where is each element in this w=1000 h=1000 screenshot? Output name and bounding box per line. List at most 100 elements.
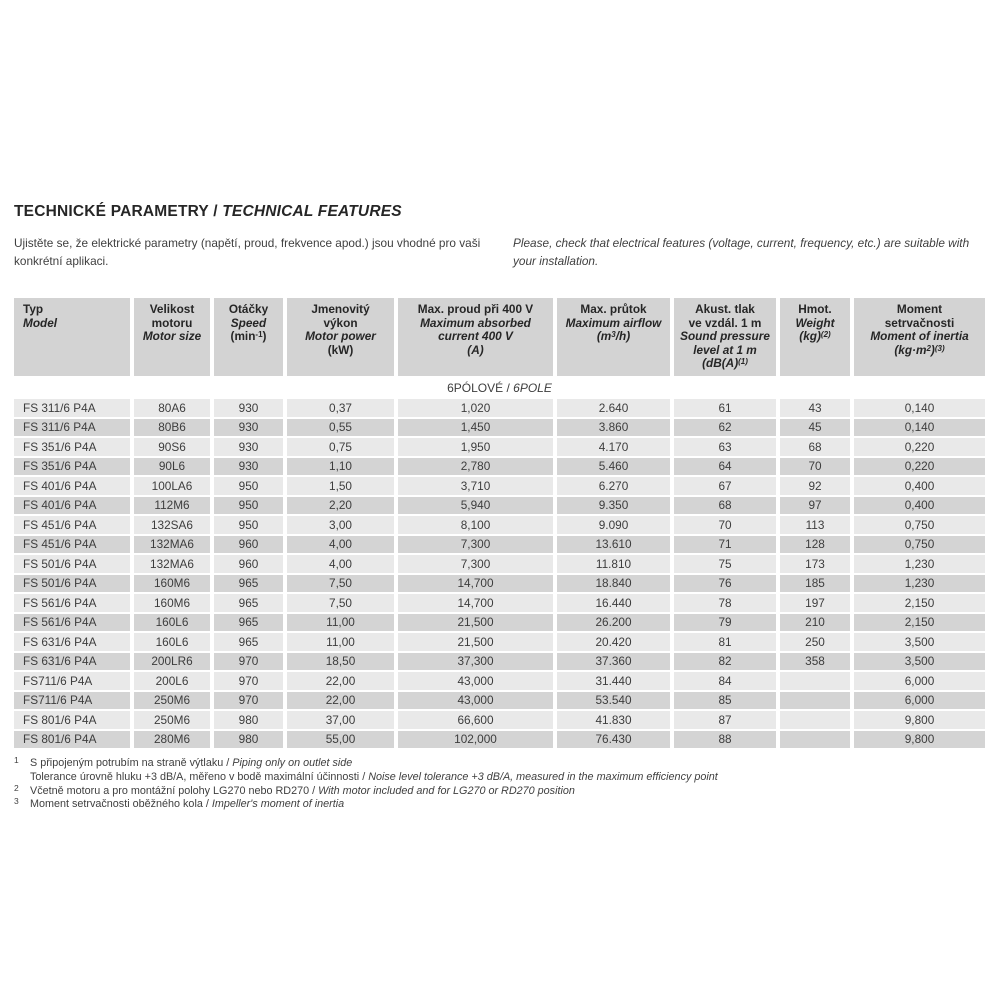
cell-motor-size: 132MA6	[134, 535, 214, 555]
cell-speed: 965	[214, 613, 287, 633]
cell-max-airflow: 26.200	[557, 613, 674, 633]
cell-sound-pressure: 67	[674, 477, 780, 497]
section-label: 6PÓLOVÉ / 6POLE	[14, 378, 985, 399]
cell-model: FS 311/6 P4A	[14, 399, 134, 419]
table-row: FS 631/6 P4A 200LR6 970 18,50 37,300 37.360 82…	[14, 652, 985, 672]
column-header-line: (kW)	[327, 342, 354, 357]
cell-inertia: 3,500	[854, 633, 985, 653]
table-head: Typ Model Velikost motoru Motor size Otáčky Sp…	[14, 298, 985, 378]
cell-motor-power: 55,00	[287, 730, 398, 750]
cell-max-airflow: 11.810	[557, 555, 674, 575]
column-header-line: výkon	[323, 315, 358, 330]
column-header-line: Otáčky	[228, 302, 269, 316]
cell-max-airflow: 16.440	[557, 594, 674, 614]
cell-inertia: 0,750	[854, 516, 985, 536]
cell-motor-power: 0,37	[287, 399, 398, 419]
cell-max-current: 43,000	[398, 691, 557, 711]
page-title-czech: TECHNICKÉ PARAMETRY	[14, 203, 209, 220]
table-row: FS 351/6 P4A 90L6 930 1,10 2,780 5.460 64 70 0,2…	[14, 457, 985, 477]
column-header-line: Maximum absorbed	[420, 315, 531, 330]
column-header-line: Typ	[23, 302, 44, 316]
cell-max-current: 5,940	[398, 496, 557, 516]
cell-speed: 950	[214, 496, 287, 516]
table-row: FS 631/6 P4A 160L6 965 11,00 21,500 20.420 81 2…	[14, 633, 985, 653]
cell-speed: 930	[214, 418, 287, 438]
cell-max-current: 1,950	[398, 438, 557, 458]
cell-model: FS 401/6 P4A	[14, 477, 134, 497]
table-row: FS 451/6 P4A 132SA6 950 3,00 8,100 9.090 70 113…	[14, 516, 985, 536]
cell-speed: 980	[214, 711, 287, 731]
cell-motor-power: 11,00	[287, 613, 398, 633]
footnote-text-czech: S připojeným potrubím na straně výtlaku …	[30, 757, 233, 769]
column-header-line: Hmot.	[798, 302, 832, 316]
cell-model: FS 631/6 P4A	[14, 652, 134, 672]
column-header-max-airflow: Max. průtok Maximum airflow (m3/h)	[557, 298, 674, 378]
column-header-line: (min-1)	[230, 329, 267, 344]
cell-max-airflow: 53.540	[557, 691, 674, 711]
cell-motor-size: 250M6	[134, 711, 214, 731]
cell-motor-size: 132MA6	[134, 555, 214, 575]
footnote-text: Moment setrvačnosti oběžného kola / Impe…	[30, 798, 344, 812]
footnote-text-english: Piping only on outlet side	[232, 757, 353, 769]
column-header-line: (kg)(2)	[799, 329, 831, 344]
footnote-text-czech: Moment setrvačnosti oběžného kola /	[30, 798, 212, 811]
cell-motor-power: 7,50	[287, 574, 398, 594]
cell-model: FS 631/6 P4A	[14, 633, 134, 653]
cell-speed: 970	[214, 672, 287, 692]
footnote: 1 S připojeným potrubím na straně výtlaku…	[14, 756, 985, 771]
cell-motor-power: 22,00	[287, 691, 398, 711]
cell-max-airflow: 4.170	[557, 438, 674, 458]
column-header-model: Typ Model	[14, 298, 134, 378]
cell-max-current: 8,100	[398, 516, 557, 536]
footnote-text-english: Noise level tolerance +3 dB/A, measured …	[368, 770, 718, 783]
cell-inertia: 0,400	[854, 496, 985, 516]
footnote-text-english: Impeller's moment of inertia	[211, 798, 345, 811]
cell-motor-power: 2,20	[287, 496, 398, 516]
cell-model: FS 351/6 P4A	[14, 438, 134, 458]
cell-max-current: 2,780	[398, 457, 557, 477]
cell-max-current: 14,700	[398, 594, 557, 614]
column-header-line: motoru	[151, 315, 193, 330]
cell-speed: 970	[214, 691, 287, 711]
cell-motor-power: 4,00	[287, 535, 398, 555]
column-header-motor-size: Velikost motoru Motor size	[134, 298, 214, 378]
table-row: FS 451/6 P4A 132MA6 960 4,00 7,300 13.610 71 12…	[14, 535, 985, 555]
cell-motor-size: 100LA6	[134, 477, 214, 497]
cell-max-airflow: 31.440	[557, 672, 674, 692]
cell-motor-size: 90L6	[134, 457, 214, 477]
column-header-line: Jmenovitý	[311, 302, 370, 316]
cell-inertia: 3,500	[854, 652, 985, 672]
cell-sound-pressure: 88	[674, 730, 780, 750]
top-margin	[14, 0, 985, 203]
column-header-line: (dB(A)(1)	[702, 356, 748, 371]
cell-speed: 930	[214, 457, 287, 477]
column-header-line: Velikost	[149, 302, 195, 316]
footnotes: 1 S připojeným potrubím na straně výtlaku…	[14, 756, 985, 812]
cell-model: FS 801/6 P4A	[14, 730, 134, 750]
cell-weight: 197	[780, 594, 854, 614]
cell-max-current: 1,020	[398, 399, 557, 419]
column-header-line: level at 1 m	[693, 342, 757, 357]
cell-weight: 92	[780, 477, 854, 497]
cell-weight: 68	[780, 438, 854, 458]
cell-speed: 960	[214, 535, 287, 555]
cell-weight: 185	[780, 574, 854, 594]
cell-model: FS 451/6 P4A	[14, 516, 134, 536]
cell-model: FS 501/6 P4A	[14, 574, 134, 594]
cell-max-airflow: 41.830	[557, 711, 674, 731]
cell-sound-pressure: 79	[674, 613, 780, 633]
cell-sound-pressure: 84	[674, 672, 780, 692]
cell-sound-pressure: 75	[674, 555, 780, 575]
cell-motor-power: 18,50	[287, 652, 398, 672]
cell-motor-size: 90S6	[134, 438, 214, 458]
cell-max-current: 102,000	[398, 730, 557, 750]
cell-weight: 43	[780, 399, 854, 419]
footnote-marker: 3	[14, 796, 19, 807]
cell-inertia: 2,150	[854, 594, 985, 614]
cell-speed: 965	[214, 594, 287, 614]
cell-weight: 70	[780, 457, 854, 477]
cell-max-current: 7,300	[398, 535, 557, 555]
cell-motor-power: 22,00	[287, 672, 398, 692]
cell-max-airflow: 13.610	[557, 535, 674, 555]
column-header-line: setrvačnosti	[884, 315, 955, 330]
